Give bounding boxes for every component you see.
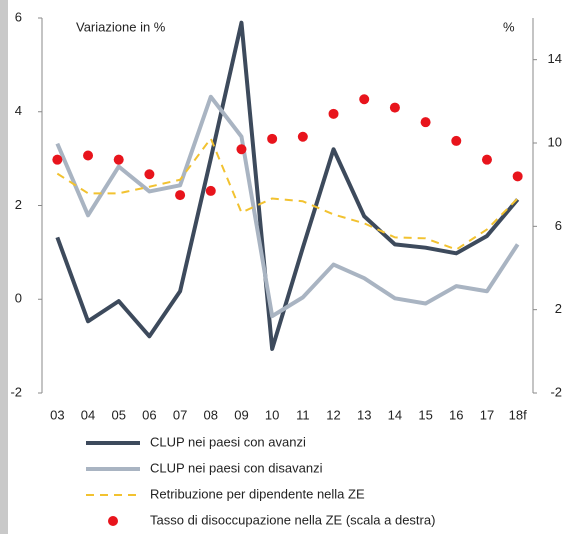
dot [236,144,247,155]
y2-tick-label: 10 [548,134,562,149]
left-axis-label: Variazione in % [76,19,166,34]
y2-tick-label: 14 [548,51,562,66]
x-tick-label: 05 [111,407,125,422]
x-tick-label: 08 [204,407,218,422]
dot [267,133,278,144]
dot [512,171,523,182]
legend-label: CLUP nei paesi con disavanzi [150,460,323,475]
dot [297,131,308,142]
x-tick-label: 14 [388,407,402,422]
legend-dot [108,516,118,526]
dot [420,117,431,128]
series-line [56,137,519,251]
y-tick-label: 2 [15,197,22,212]
y2-tick-label: -2 [550,384,562,399]
dot [175,190,186,201]
dot [83,150,94,161]
dot [451,135,462,146]
series-line [55,20,520,351]
x-tick-label: 04 [81,407,95,422]
x-tick-label: 12 [326,407,340,422]
y-tick-label: -2 [10,384,22,399]
x-tick-label: 10 [265,407,279,422]
x-tick-label: 13 [357,407,371,422]
legend-label: Tasso di disoccupazione nella ZE (scala … [150,512,435,527]
y2-tick-label: 6 [555,218,562,233]
x-tick-label: 16 [449,407,463,422]
series-line [55,94,520,319]
y-tick-label: 0 [15,291,22,306]
dot [113,154,124,165]
x-tick-label: 09 [234,407,248,422]
dot [144,169,155,180]
dot [328,108,339,119]
dot [359,94,370,105]
dot [205,185,216,196]
dot [481,154,492,165]
x-tick-label: 03 [50,407,64,422]
x-tick-label: 15 [418,407,432,422]
legend-label: Retribuzione per dipendente nella ZE [150,486,365,501]
y-tick-label: 6 [15,9,22,24]
y2-tick-label: 2 [555,301,562,316]
legend-label: CLUP nei paesi con avanzi [150,434,306,449]
dot [52,154,63,165]
x-tick-label: 06 [142,407,156,422]
x-tick-label: 11 [296,407,310,422]
x-tick-label: 18f [509,407,527,422]
x-tick-label: 07 [173,407,187,422]
side-strip [0,0,8,534]
x-tick-label: 17 [480,407,494,422]
dot [389,102,400,113]
y-tick-label: 4 [15,103,22,118]
right-axis-label: % [503,19,515,34]
